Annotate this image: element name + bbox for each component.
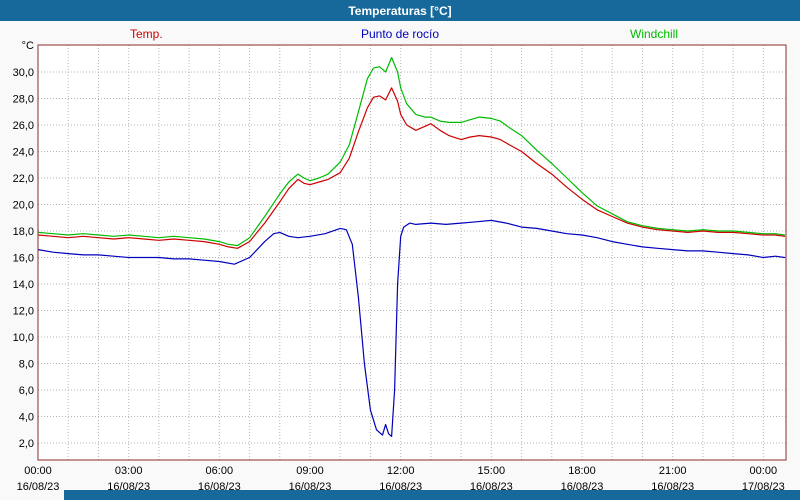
x-tick-time: 06:00 [206, 465, 234, 477]
next-panel-title-bar [64, 490, 800, 500]
y-axis-unit: °C [22, 40, 34, 52]
series-line-temp- [37, 87, 786, 249]
legend-item-windchill: Windchill [630, 27, 679, 41]
plot-area [38, 45, 786, 460]
y-tick-label: 16,0 [13, 253, 34, 265]
legend-item-dew-point: Punto de rocío [360, 27, 440, 41]
x-tick-time: 00:00 [24, 465, 52, 477]
y-tick-label: 6,0 [19, 385, 34, 397]
y-tick-label: 4,0 [19, 412, 34, 424]
chart-title-bar: Temperaturas [°C] [0, 0, 800, 21]
series-line-punto-de-roc-o [37, 219, 786, 437]
x-tick-time: 15:00 [478, 465, 506, 477]
y-tick-label: 8,0 [19, 359, 34, 371]
x-tick-time: 00:00 [750, 465, 778, 477]
y-tick-label: 12,0 [13, 306, 34, 318]
x-tick-time: 12:00 [387, 465, 415, 477]
y-tick-label: 24,0 [13, 147, 34, 159]
chart-legend: Temp. Punto de rocío Windchill [0, 25, 800, 43]
legend-item-temp: Temp. [130, 27, 163, 41]
y-tick-label: 14,0 [13, 279, 34, 291]
series-line-windchill [37, 56, 786, 247]
page-title: Temperaturas [°C] [348, 3, 452, 18]
y-tick-label: 30,0 [13, 67, 34, 79]
y-tick-label: 28,0 [13, 94, 34, 106]
y-tick-label: 2,0 [19, 438, 34, 450]
plot-border [37, 44, 787, 461]
y-tick-label: 18,0 [13, 226, 34, 238]
x-tick-time: 03:00 [115, 465, 143, 477]
y-tick-label: 26,0 [13, 120, 34, 132]
x-tick-time: 18:00 [568, 465, 596, 477]
y-tick-label: 20,0 [13, 200, 34, 212]
x-tick-time: 21:00 [659, 465, 687, 477]
x-tick-date: 16/08/23 [17, 481, 60, 493]
x-tick-time: 09:00 [296, 465, 324, 477]
y-tick-label: 10,0 [13, 332, 34, 344]
y-tick-label: 22,0 [13, 173, 34, 185]
